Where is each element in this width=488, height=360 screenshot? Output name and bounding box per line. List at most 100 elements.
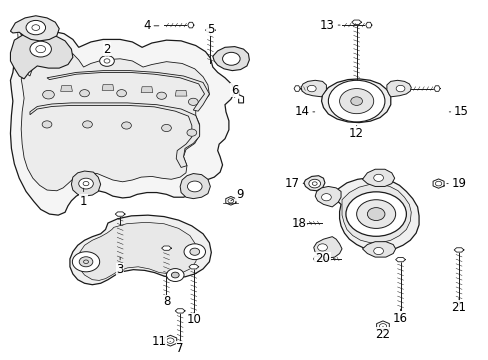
Polygon shape: [187, 22, 194, 28]
Circle shape: [100, 55, 114, 66]
Text: 22: 22: [375, 326, 390, 341]
Circle shape: [339, 89, 373, 114]
Polygon shape: [47, 71, 209, 111]
Text: 20: 20: [314, 252, 334, 265]
Polygon shape: [102, 85, 114, 90]
Text: 16: 16: [392, 309, 407, 325]
Polygon shape: [161, 246, 171, 250]
Text: 10: 10: [186, 313, 201, 327]
Polygon shape: [10, 31, 234, 215]
Circle shape: [80, 90, 89, 97]
Text: 1: 1: [80, 188, 87, 208]
Polygon shape: [30, 103, 199, 167]
Circle shape: [72, 252, 100, 272]
Text: 4: 4: [143, 19, 159, 32]
Polygon shape: [188, 265, 198, 269]
Circle shape: [186, 129, 196, 136]
Polygon shape: [362, 169, 394, 186]
Polygon shape: [175, 90, 186, 96]
Circle shape: [395, 85, 404, 92]
Polygon shape: [21, 51, 209, 191]
Polygon shape: [301, 80, 326, 97]
Polygon shape: [362, 242, 395, 257]
Polygon shape: [175, 309, 184, 313]
Polygon shape: [432, 179, 443, 188]
Text: 21: 21: [450, 298, 466, 314]
Polygon shape: [315, 186, 340, 207]
Circle shape: [161, 125, 171, 132]
Polygon shape: [10, 16, 59, 41]
Circle shape: [345, 192, 406, 236]
Polygon shape: [313, 237, 341, 258]
Polygon shape: [115, 212, 125, 216]
Circle shape: [42, 90, 54, 99]
Polygon shape: [365, 22, 371, 28]
Polygon shape: [321, 79, 390, 123]
Polygon shape: [10, 32, 73, 79]
Polygon shape: [141, 87, 153, 93]
Circle shape: [321, 194, 330, 201]
Circle shape: [26, 21, 45, 35]
Circle shape: [79, 178, 93, 189]
Polygon shape: [341, 184, 410, 243]
Text: 19: 19: [446, 177, 466, 190]
Text: 3: 3: [116, 257, 123, 276]
Polygon shape: [70, 215, 211, 285]
Polygon shape: [386, 80, 410, 97]
Polygon shape: [376, 321, 388, 332]
Polygon shape: [313, 256, 319, 262]
Circle shape: [356, 200, 395, 228]
Polygon shape: [205, 28, 215, 32]
Polygon shape: [304, 176, 325, 191]
Circle shape: [166, 269, 183, 282]
Text: 18: 18: [291, 216, 311, 230]
Circle shape: [79, 257, 93, 267]
Polygon shape: [61, 86, 72, 91]
Circle shape: [157, 92, 166, 99]
Text: 2: 2: [103, 42, 110, 56]
Circle shape: [189, 248, 199, 255]
Polygon shape: [433, 86, 439, 91]
Circle shape: [122, 122, 131, 129]
Text: 13: 13: [319, 19, 339, 32]
Circle shape: [308, 179, 320, 188]
Polygon shape: [78, 222, 198, 280]
Circle shape: [183, 244, 205, 260]
Polygon shape: [453, 248, 463, 252]
Circle shape: [366, 208, 384, 221]
Text: 17: 17: [284, 177, 304, 190]
Circle shape: [317, 244, 327, 251]
Text: 8: 8: [163, 295, 170, 309]
Polygon shape: [293, 86, 300, 91]
Circle shape: [187, 181, 202, 192]
Circle shape: [82, 121, 92, 128]
Circle shape: [188, 98, 198, 105]
Circle shape: [307, 85, 316, 92]
Circle shape: [373, 174, 383, 181]
Circle shape: [328, 80, 384, 122]
Text: 12: 12: [348, 126, 364, 140]
Text: 11: 11: [151, 335, 170, 348]
Text: 6: 6: [230, 84, 238, 98]
Polygon shape: [395, 257, 405, 262]
Polygon shape: [351, 20, 361, 24]
Polygon shape: [293, 220, 300, 226]
Polygon shape: [331, 178, 418, 251]
Circle shape: [30, 41, 51, 57]
Circle shape: [42, 121, 52, 128]
Text: 7: 7: [176, 341, 183, 355]
Polygon shape: [71, 171, 101, 196]
Circle shape: [222, 52, 240, 65]
Text: 15: 15: [448, 105, 468, 118]
Text: 14: 14: [294, 105, 314, 118]
Circle shape: [350, 97, 362, 105]
Circle shape: [117, 90, 126, 97]
Circle shape: [373, 247, 383, 255]
Polygon shape: [163, 335, 176, 346]
Circle shape: [171, 272, 179, 278]
Polygon shape: [212, 46, 249, 71]
Polygon shape: [225, 197, 235, 205]
Polygon shape: [180, 174, 210, 199]
Text: 5: 5: [206, 23, 214, 37]
Text: 9: 9: [230, 188, 243, 201]
